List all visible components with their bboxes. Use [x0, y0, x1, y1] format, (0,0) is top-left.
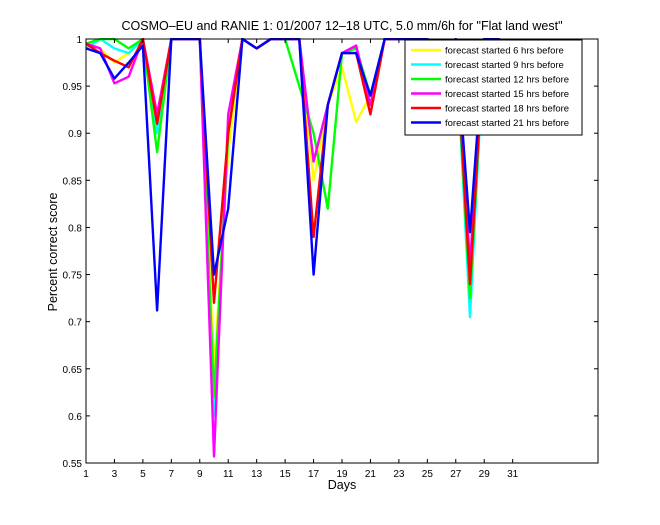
- x-tick-label: 31: [507, 469, 519, 480]
- legend-label-5: forecast started 18 hrs before: [445, 104, 569, 115]
- x-tick-label: 7: [169, 469, 175, 480]
- ticks-layer: 1 3 5 7 9 11 13 15 17 19 21 23 25 27 29 310.550.60.650.…: [63, 35, 598, 480]
- y-axis-label: Percent correct score: [46, 193, 60, 312]
- x-tick-label: 17: [308, 469, 320, 480]
- legend-label-4: forecast started 15 hrs before: [445, 89, 569, 100]
- x-tick-label: 21: [365, 469, 377, 480]
- x-tick-label: 5: [140, 469, 146, 480]
- y-tick-label: 0.9: [68, 129, 82, 140]
- x-tick-label: 27: [450, 469, 462, 480]
- legend-box: [404, 39, 583, 136]
- legend-label-1: forecast started 6 hrs before: [445, 46, 564, 57]
- y-tick-label: 0.95: [63, 82, 83, 93]
- x-tick-label: 15: [280, 469, 292, 480]
- x-tick-label: 13: [251, 469, 263, 480]
- y-tick-label: 0.55: [63, 459, 83, 470]
- y-tick-label: 1: [76, 35, 82, 46]
- x-tick-label: 25: [422, 469, 434, 480]
- y-tick-label: 0.7: [68, 318, 82, 329]
- x-tick-label: 19: [336, 469, 348, 480]
- y-tick-label: 0.65: [63, 365, 83, 376]
- x-tick-label: 23: [393, 469, 405, 480]
- x-axis-label: Days: [328, 478, 356, 492]
- legend-label-2: forecast started 9 hrs before: [445, 60, 564, 71]
- x-tick-label: 11: [223, 469, 234, 480]
- legend-label-6: forecast started 21 hrs before: [445, 118, 569, 129]
- y-tick-label: 0.85: [63, 176, 83, 187]
- x-tick-label: 1: [83, 469, 89, 480]
- legend-label-3: forecast started 12 hrs before: [445, 75, 569, 86]
- y-tick-label: 0.6: [68, 412, 82, 423]
- y-tick-label: 0.75: [63, 271, 83, 282]
- chart-title: COSMO–EU and RANIE 1: 01/2007 12–18 UTC,…: [121, 19, 562, 33]
- legend: forecast started 6 hrs before forecast st…: [404, 39, 583, 136]
- x-tick-label: 29: [479, 469, 491, 480]
- x-tick-label: 9: [197, 469, 203, 480]
- x-tick-label: 3: [112, 469, 118, 480]
- y-tick-label: 0.8: [68, 223, 82, 234]
